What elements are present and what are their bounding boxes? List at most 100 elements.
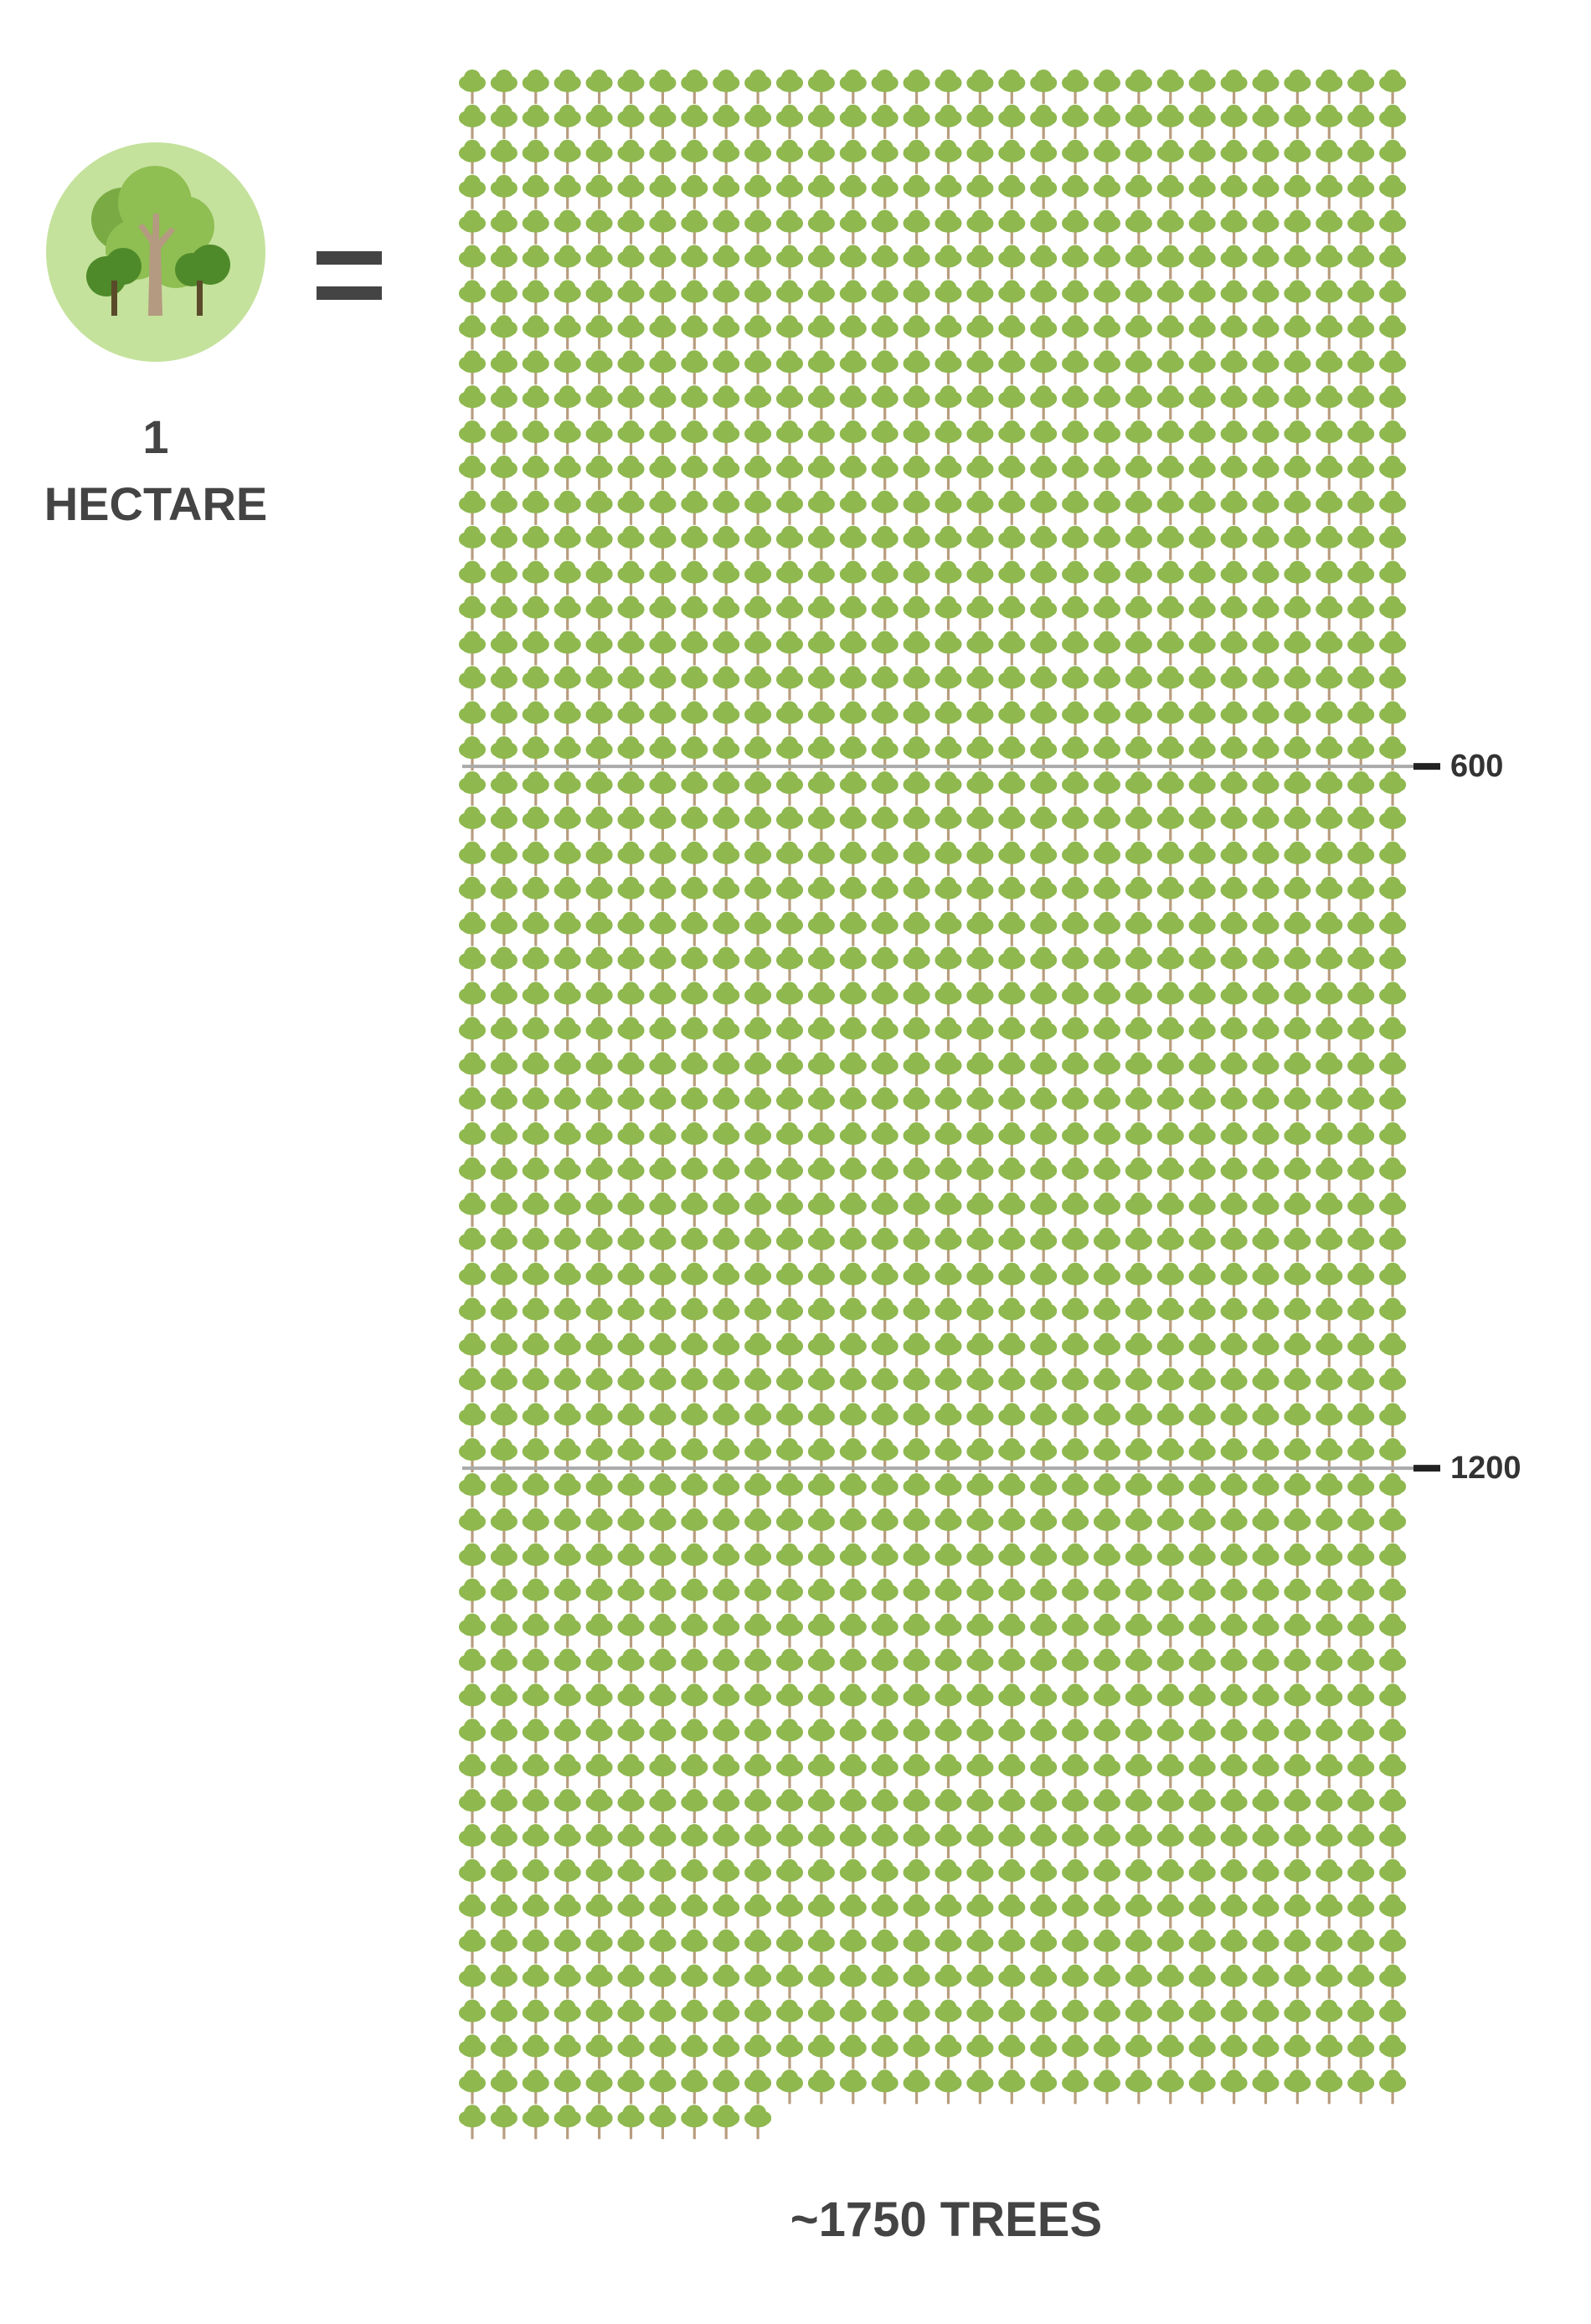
- tree-icon: [1188, 1368, 1216, 1403]
- tree-icon: [966, 350, 994, 385]
- tree-icon: [554, 490, 581, 525]
- tree-icon: [1062, 1017, 1089, 1052]
- tree-icon: [522, 701, 549, 736]
- tree-icon: [713, 1297, 740, 1332]
- tree-icon: [966, 1403, 994, 1438]
- tree-icon: [1252, 350, 1279, 385]
- tree-icon: [839, 1578, 867, 1613]
- tree-icon: [1125, 1894, 1152, 1929]
- tree-icon: [1094, 1507, 1120, 1543]
- tree-icon: [585, 104, 613, 139]
- tree-icon: [681, 666, 708, 701]
- tree-icon: [998, 806, 1026, 841]
- tree-icon: [554, 139, 581, 174]
- tree-icon: [1347, 701, 1375, 736]
- tree-icon: [1379, 315, 1407, 350]
- tree-icon: [490, 1332, 517, 1368]
- tree-icon: [1316, 1368, 1343, 1403]
- tree-icon: [1156, 1297, 1184, 1332]
- tree-icon: [807, 560, 835, 595]
- tree-icon: [1030, 1017, 1058, 1052]
- tree-icon: [554, 1473, 581, 1507]
- tree-icon: [744, 70, 772, 104]
- tree-icon: [1156, 982, 1184, 1017]
- tree-icon: [713, 174, 740, 209]
- tree-icon: [1379, 1543, 1407, 1578]
- tree-icon: [681, 280, 708, 315]
- tree-icon: [1220, 1543, 1248, 1578]
- tree-icon: [744, 1368, 772, 1403]
- tree-icon: [1220, 1894, 1248, 1929]
- tree-icon: [903, 385, 930, 420]
- tree-icon: [1030, 2069, 1058, 2105]
- tree-icon: [1252, 174, 1279, 209]
- tree-icon: [1347, 1507, 1375, 1543]
- tree-icon: [1125, 806, 1152, 841]
- tree-icon: [1030, 245, 1058, 280]
- tree-icon: [776, 982, 803, 1017]
- tree-icon: [649, 560, 677, 595]
- tree-icon: [1316, 2069, 1343, 2105]
- tree-icon: [585, 1929, 613, 1964]
- tree-icon: [1156, 525, 1184, 560]
- tree-icon: [522, 1789, 549, 1824]
- tree-icon: [490, 666, 517, 701]
- tree-icon: [1094, 1999, 1120, 2034]
- tree-icon: [998, 1507, 1026, 1543]
- tree-icon: [585, 806, 613, 841]
- tree-icon: [1125, 1719, 1152, 1754]
- tree-icon: [617, 1157, 645, 1192]
- tree-icon: [1252, 666, 1279, 701]
- tree-icon: [744, 1929, 772, 1964]
- tree-icon: [1188, 315, 1216, 350]
- tree-icon: [1347, 946, 1375, 982]
- tree-icon: [554, 631, 581, 666]
- tree-icon: [713, 982, 740, 1017]
- tree-icon: [1316, 385, 1343, 420]
- tree-icon: [1156, 490, 1184, 525]
- tree-icon: [1379, 209, 1407, 245]
- tree-icon: [776, 806, 803, 841]
- tree-icon: [966, 1227, 994, 1262]
- tree-icon: [1062, 1578, 1089, 1613]
- tree-icon: [554, 1719, 581, 1754]
- tree-icon: [839, 1929, 867, 1964]
- tree-icon: [998, 1332, 1026, 1368]
- tree-icon: [776, 245, 803, 280]
- tree-icon: [807, 1052, 835, 1087]
- tree-icon: [871, 70, 898, 104]
- tree-icon: [1347, 1824, 1375, 1858]
- tree-icon: [617, 1192, 645, 1227]
- tree-icon: [1094, 1403, 1120, 1438]
- tree-icon: [776, 1262, 803, 1297]
- tree-icon: [903, 736, 930, 771]
- tree-icon: [966, 1507, 994, 1543]
- tree-icon: [617, 1297, 645, 1332]
- tree-icon: [1220, 595, 1248, 631]
- tree-icon: [1316, 666, 1343, 701]
- tree-icon: [681, 911, 708, 946]
- tree-icon: [1252, 1507, 1279, 1543]
- tree-icon: [998, 1964, 1026, 1999]
- tree-icon: [1379, 1087, 1407, 1122]
- tree-icon: [903, 2069, 930, 2105]
- tree-icon: [966, 876, 994, 911]
- tree-icon: [998, 666, 1026, 701]
- tree-icon: [1188, 1613, 1216, 1648]
- tree-icon: [966, 1894, 994, 1929]
- tree-icon: [1125, 1332, 1152, 1368]
- tree-icon: [1284, 2034, 1311, 2069]
- tree-icon: [1094, 1683, 1120, 1719]
- tree-icon: [1156, 1719, 1184, 1754]
- tree-icon: [871, 174, 898, 209]
- tree-icon: [1125, 420, 1152, 455]
- tree-icon: [871, 1613, 898, 1648]
- tree-icon: [459, 525, 486, 560]
- tree-icon: [871, 1403, 898, 1438]
- tree-icon: [966, 631, 994, 666]
- tree-icon: [871, 525, 898, 560]
- tree-icon: [713, 1648, 740, 1683]
- tree-icon: [998, 771, 1026, 806]
- tree-icon: [1347, 1368, 1375, 1403]
- tree-icon: [1316, 1052, 1343, 1087]
